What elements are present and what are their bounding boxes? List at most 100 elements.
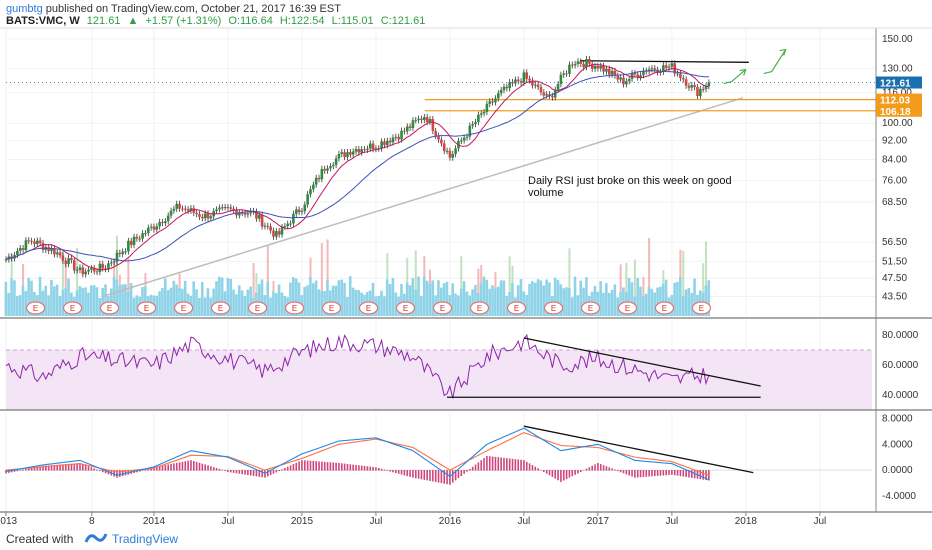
macd-histogram-bar	[662, 470, 665, 476]
candle-body	[129, 240, 133, 245]
ma-fast-line	[5, 63, 709, 271]
macd-histogram-bar	[207, 465, 209, 471]
candle-body	[636, 74, 640, 78]
macd-histogram-bar	[121, 470, 124, 477]
volume-bar	[502, 280, 506, 316]
volume-bar	[24, 290, 28, 316]
candle-body	[144, 233, 147, 235]
price-tick-label: 43.50	[882, 292, 907, 303]
macd-histogram-bar	[215, 467, 218, 471]
earnings-marker	[247, 301, 268, 315]
candle-body	[255, 211, 258, 219]
volume-bar	[582, 287, 585, 316]
macd-histogram-bar	[690, 470, 693, 478]
candle-body	[525, 72, 529, 79]
candle-body	[448, 150, 452, 158]
macd-histogram-bar	[440, 470, 443, 484]
macd-histogram-bar	[397, 470, 400, 474]
publisher-name[interactable]: gumbtg	[6, 3, 43, 15]
macd-histogram-bar	[30, 467, 33, 471]
volume-spike	[22, 264, 25, 286]
candle-body	[226, 207, 230, 209]
candle-body	[314, 177, 318, 185]
tradingview-brand[interactable]: TradingView	[112, 532, 179, 546]
publish-text: published on TradingView.com, October 21…	[45, 3, 341, 15]
x-tick-label: 2015	[291, 516, 314, 527]
candle-body	[573, 63, 577, 66]
volume-bar	[491, 285, 494, 316]
candle-body	[383, 141, 386, 146]
candle-body	[337, 153, 341, 159]
macd-histogram-bar	[605, 466, 608, 471]
macd-histogram-bar	[238, 470, 241, 474]
candle-body	[189, 208, 193, 211]
x-tick-label: 2017	[587, 516, 610, 527]
macd-histogram-bar	[99, 470, 101, 472]
volume-bar	[118, 285, 122, 316]
rsi-tick-label: 80.0000	[882, 330, 919, 341]
volume-bar	[371, 282, 375, 316]
volume-bar	[451, 283, 454, 316]
volume-bar	[215, 281, 218, 316]
candle-body	[346, 152, 349, 158]
projection-arrow-2-head	[779, 48, 787, 56]
candle-body	[178, 203, 181, 209]
volume-bar	[536, 279, 540, 316]
candle-body	[98, 263, 102, 272]
volume-bar	[169, 287, 173, 316]
macd-histogram-bar	[363, 465, 366, 471]
candle-body	[405, 126, 409, 132]
volume-bar	[400, 283, 403, 316]
volume-bar	[585, 277, 588, 316]
macd-histogram-bar	[25, 469, 27, 471]
volume-bar	[183, 280, 187, 316]
candle-body	[260, 214, 264, 227]
macd-signal-line	[5, 432, 710, 476]
price-tick-label: 116.00	[882, 87, 912, 98]
macd-histogram-bar	[506, 458, 508, 471]
volume-bar	[249, 286, 252, 316]
volume-bar	[200, 282, 204, 316]
volume-bar	[21, 285, 25, 316]
macd-histogram-bar	[201, 463, 204, 471]
volume-bar	[192, 281, 196, 316]
candle-body	[610, 70, 614, 75]
volume-bar	[232, 289, 235, 316]
volume-spike	[705, 241, 708, 286]
macd-histogram-bar	[543, 470, 545, 473]
macd-histogram-bar	[249, 470, 252, 476]
tradingview-logo-icon[interactable]	[84, 530, 108, 546]
candle-body	[579, 61, 583, 64]
macd-histogram-bar	[124, 470, 127, 476]
rsi-tick-label: 60.0000	[882, 360, 919, 371]
macd-histogram-bar	[497, 457, 500, 471]
volume-bar	[260, 279, 264, 316]
volume-bar	[394, 292, 398, 316]
volume-bar	[289, 282, 292, 316]
x-tick-label: Jul	[665, 516, 678, 527]
macd-histogram-bar	[580, 470, 582, 472]
volume-bar	[494, 288, 497, 316]
macd-histogram-bar	[614, 469, 616, 471]
x-tick-label: 2013	[0, 516, 18, 527]
macd-histogram-bar	[548, 470, 551, 476]
volume-bar	[516, 285, 520, 316]
candle-body	[292, 213, 295, 224]
candle-body	[164, 221, 167, 224]
volume-bar	[129, 283, 133, 316]
volume-spike	[64, 260, 67, 289]
macd-histogram-bar	[688, 470, 690, 478]
candle-body	[4, 259, 8, 261]
macd-histogram-bar	[457, 470, 460, 479]
macd-histogram-bar	[323, 461, 326, 471]
earnings-marker-label: E	[181, 304, 186, 313]
candle-body	[627, 78, 631, 82]
volume-spike	[10, 253, 13, 279]
macd-histogram-bar	[76, 463, 78, 471]
price-tick-label: 76.00	[882, 175, 907, 186]
volume-bar	[212, 288, 215, 316]
candle-body	[331, 165, 335, 167]
macd-histogram-bar	[275, 470, 278, 473]
macd-histogram-bar	[554, 470, 557, 479]
